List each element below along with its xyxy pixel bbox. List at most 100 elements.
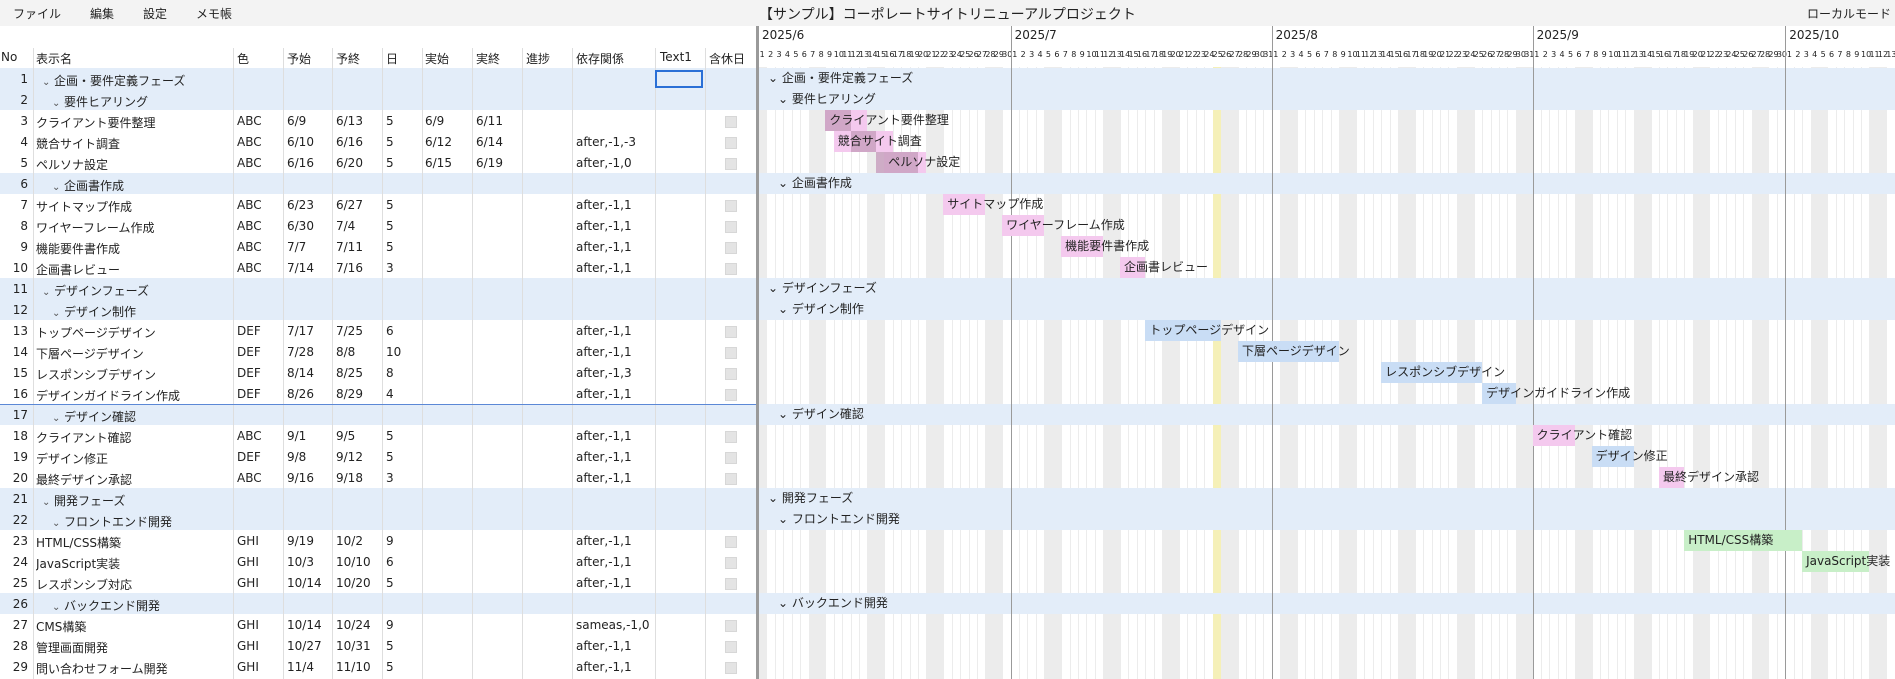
cell-color[interactable]: GHI: [237, 576, 259, 590]
cell-dep[interactable]: after,-1,1: [576, 198, 632, 212]
cell-ps[interactable]: 8/26: [287, 387, 314, 401]
pane-splitter[interactable]: [756, 26, 758, 679]
chevron-down-icon[interactable]: ⌄: [52, 413, 61, 424]
task-name[interactable]: 競合サイト調査: [36, 137, 121, 151]
chevron-down-icon[interactable]: ⌄: [52, 518, 61, 529]
table-row[interactable]: 21 ⌄ 開発フェーズ: [0, 488, 757, 509]
cell-days[interactable]: 5: [386, 198, 394, 212]
task-name[interactable]: クライアント確認: [36, 431, 132, 445]
cell-pe[interactable]: 7/25: [336, 324, 363, 338]
table-row[interactable]: 9 機能要件書作成 ABC 7/7 7/11 5 after,-1,1: [0, 236, 757, 257]
holiday-checkbox[interactable]: [725, 221, 737, 233]
cell-pe[interactable]: 10/24: [336, 618, 371, 632]
cell-ps[interactable]: 9/8: [287, 450, 307, 464]
cell-color[interactable]: GHI: [237, 639, 259, 653]
task-name[interactable]: トップページデザイン: [36, 326, 156, 340]
cell-pe[interactable]: 11/10: [336, 660, 371, 674]
col-actual-end[interactable]: 実終: [476, 52, 501, 66]
cell-color[interactable]: DEF: [237, 345, 261, 359]
cell-dep[interactable]: after,-1,1: [576, 345, 632, 359]
cell-color[interactable]: GHI: [237, 555, 259, 569]
group-title[interactable]: ⌄ 要件ヒアリング: [52, 93, 148, 110]
table-row[interactable]: 5 ペルソナ設定 ABC 6/16 6/20 5 6/15 6/19 after,-1,0: [0, 152, 757, 173]
holiday-checkbox[interactable]: [725, 368, 737, 380]
task-name[interactable]: CMS構築: [36, 620, 87, 634]
table-row[interactable]: 3 クライアント要件整理 ABC 6/9 6/13 5 6/9 6/11: [0, 110, 757, 131]
cell-ps[interactable]: 7/14: [287, 261, 314, 275]
table-row[interactable]: 12 ⌄ デザイン制作: [0, 299, 757, 320]
table-row[interactable]: 4 競合サイト調査 ABC 6/10 6/16 5 6/12 6/14 after,-1,-3: [0, 131, 757, 152]
task-name[interactable]: 企画書レビュー: [36, 263, 121, 277]
group-title[interactable]: ⌄ デザイン確認: [52, 408, 136, 425]
group-title[interactable]: ⌄ デザインフェーズ: [42, 282, 149, 299]
cell-pe[interactable]: 7/11: [336, 240, 363, 254]
holiday-checkbox[interactable]: [725, 431, 737, 443]
cell-dep[interactable]: sameas,-1,0: [576, 618, 650, 632]
cell-days[interactable]: 8: [386, 366, 394, 380]
cell-pe[interactable]: 8/29: [336, 387, 363, 401]
cell-color[interactable]: ABC: [237, 156, 262, 170]
task-name[interactable]: ワイヤーフレーム作成: [36, 221, 155, 235]
holiday-checkbox[interactable]: [725, 578, 737, 590]
task-bar[interactable]: [1237, 341, 1339, 362]
col-holiday[interactable]: 含休日: [709, 52, 746, 66]
holiday-checkbox[interactable]: [725, 116, 737, 128]
cell-ps[interactable]: 6/9: [287, 114, 307, 128]
col-plan-start[interactable]: 予始: [287, 52, 312, 66]
col-days[interactable]: 日: [386, 52, 399, 66]
cell-ps[interactable]: 6/10: [287, 135, 314, 149]
cell-days[interactable]: 5: [386, 156, 394, 170]
group-title[interactable]: ⌄ 企画・要件定義フェーズ: [42, 72, 185, 89]
cell-dep[interactable]: after,-1,1: [576, 261, 632, 275]
cell-pe[interactable]: 10/2: [336, 534, 363, 548]
cell-ps[interactable]: 9/1: [287, 429, 307, 443]
table-row[interactable]: 23 HTML/CSS構築 GHI 9/19 10/2 9 after,-1,1: [0, 530, 757, 551]
task-name[interactable]: 問い合わせフォーム開発: [36, 662, 168, 676]
cell-days[interactable]: 9: [386, 534, 394, 548]
cell-days[interactable]: 5: [386, 639, 394, 653]
cell-ps[interactable]: 11/4: [287, 660, 314, 674]
holiday-checkbox[interactable]: [725, 158, 737, 170]
task-bar[interactable]: [1658, 467, 1685, 488]
col-dependency[interactable]: 依存関係: [576, 52, 625, 66]
cell-pe[interactable]: 6/20: [336, 156, 363, 170]
cell-color[interactable]: DEF: [237, 366, 261, 380]
task-bar[interactable]: [1532, 425, 1575, 446]
holiday-checkbox[interactable]: [725, 326, 737, 338]
task-bar[interactable]: [1002, 215, 1045, 236]
cell-dep[interactable]: after,-1,1: [576, 639, 632, 653]
holiday-checkbox[interactable]: [725, 536, 737, 548]
holiday-checkbox[interactable]: [725, 452, 737, 464]
selected-cell[interactable]: [655, 70, 703, 88]
cell-ps[interactable]: 7/17: [287, 324, 314, 338]
cell-days[interactable]: 5: [386, 135, 394, 149]
task-bar[interactable]: [1482, 383, 1516, 404]
cell-as[interactable]: 6/9: [425, 114, 445, 128]
table-row[interactable]: 7 サイトマップ作成 ABC 6/23 6/27 5 after,-1,1: [0, 194, 757, 215]
chevron-down-icon[interactable]: ⌄: [42, 497, 51, 508]
cell-dep[interactable]: after,-1,1: [576, 324, 632, 338]
holiday-checkbox[interactable]: [725, 389, 737, 401]
col-text1[interactable]: Text1: [660, 50, 692, 64]
cell-as[interactable]: 6/15: [425, 156, 452, 170]
cell-pe[interactable]: 8/8: [336, 345, 356, 359]
holiday-checkbox[interactable]: [725, 641, 737, 653]
col-name[interactable]: 表示名: [36, 52, 73, 66]
table-row[interactable]: 25 レスポンシブ対応 GHI 10/14 10/20 5 after,-1,1: [0, 572, 757, 593]
cell-pe[interactable]: 6/27: [336, 198, 363, 212]
cell-dep[interactable]: after,-1,1: [576, 387, 632, 401]
col-plan-end[interactable]: 予終: [336, 52, 361, 66]
group-title[interactable]: ⌄ デザイン制作: [52, 303, 136, 320]
task-bar[interactable]: [1061, 236, 1104, 257]
cell-ps[interactable]: 10/3: [287, 555, 314, 569]
task-name[interactable]: レスポンシブ対応: [36, 578, 133, 592]
cell-as[interactable]: 6/12: [425, 135, 452, 149]
cell-pe[interactable]: 6/16: [336, 135, 363, 149]
cell-dep[interactable]: after,-1,1: [576, 429, 632, 443]
cell-days[interactable]: 5: [386, 219, 394, 233]
col-actual-start[interactable]: 実始: [425, 52, 450, 66]
table-row[interactable]: 14 下層ページデザイン DEF 7/28 8/8 10 after,-1,1: [0, 341, 757, 362]
task-name[interactable]: レスポンシブデザイン: [36, 368, 157, 382]
cell-color[interactable]: DEF: [237, 387, 261, 401]
menu-settings[interactable]: 設定: [143, 7, 168, 21]
